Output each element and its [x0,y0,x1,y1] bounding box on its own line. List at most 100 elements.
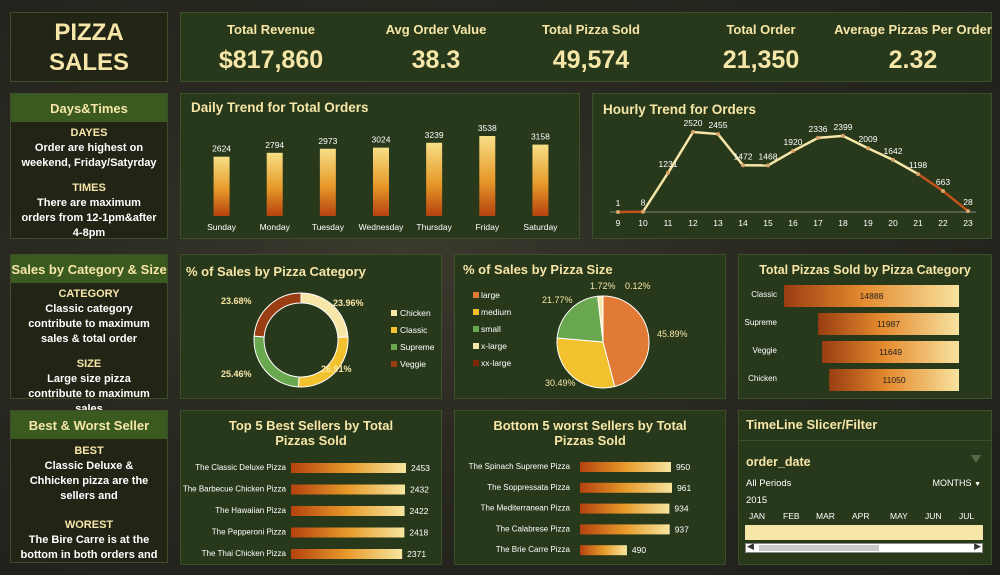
size-pie-title: % of Sales by Pizza Size [463,262,613,277]
legend-label: xx-large [481,358,512,368]
daily-bar [319,148,336,216]
scroll-left-icon[interactable]: ◀ [747,541,754,551]
category-heading: CATEGORY [58,288,120,300]
bottom5-bar [580,482,672,493]
slicer-month-jan[interactable]: JAN [749,511,766,521]
daily-x-tick: Friday [475,222,499,232]
hourly-x-tick: 10 [638,218,648,228]
slicer-month-apr[interactable]: APR [852,511,870,521]
legend-label: x-large [481,341,507,351]
legend-swatch [473,360,479,366]
hourly-point [816,135,820,140]
daily-x-tick: Wednesday [359,222,404,232]
bottom5-axis-label: The Brie Carre Pizza [496,545,571,554]
best-worst-panel: Best & Worst Seller BEST Classic Deluxe … [10,410,168,563]
daily-bar [479,136,496,216]
hourly-value-label: 1231 [659,159,678,169]
days-times-text: DAYES Order are highest on weekend, Frid… [11,126,167,241]
category-slice [253,335,300,388]
catqty-bar-label: 11987 [877,319,900,329]
top5-bar [291,549,403,559]
legend-label: medium [481,307,511,317]
title-panel: PIZZA SALES [10,12,168,82]
slicer-year: 2015 [746,495,768,506]
slicer-month-feb[interactable]: FEB [783,511,800,521]
hourly-point [791,149,795,154]
days-description: Order are highest on weekend, Friday/Sat… [21,142,157,169]
legend-swatch [391,327,397,333]
category-description: Classic category contribute to maximum s… [28,303,150,345]
hourly-value-label: 1472 [734,151,753,161]
title-line1: PIZZA [54,19,124,46]
catqty-bar-label: 11050 [883,375,906,385]
top5-bar-label: 2418 [409,528,428,538]
top5-axis-label: The Barbecue Chicken Pizza [183,485,287,494]
catqty-bar [829,369,959,391]
legend-label: large [481,290,500,300]
category-qty-chart: Classic 14888 Supreme 11987 Veggie 11649 Chick… [745,285,959,391]
best-worst-head: Best & Worst Seller [11,411,167,439]
daily-bar-label: 3158 [531,132,550,142]
daily-x-tick: Thursday [416,222,452,232]
slicer-selection-bar[interactable] [745,525,983,540]
category-donut-chart: 23.96% 26.91% 25.46% 23.68% Chicken Classic Su… [221,292,435,388]
top5-bar [291,484,406,495]
kpi-value: 38.3 [411,46,461,74]
hourly-point [641,209,645,214]
kpi-value: $817,860 [218,46,324,74]
hourly-point [766,163,770,168]
hourly-value-label: 1468 [759,151,778,161]
hourly-point [666,170,670,175]
slicer-month-jun[interactable]: JUN [925,511,942,521]
hourly-point [716,132,720,137]
hourly-line-segment [917,172,944,192]
hourly-value-label: 28 [963,197,973,207]
category-pie-panel: % of Sales by Pizza Category 23.96% 26.91… [180,254,442,399]
catqty-axis-label: Chicken [748,374,777,383]
slicer-month-mar[interactable]: MAR [816,511,835,521]
bottom5-bar-label: 950 [676,462,690,472]
slicer-month-may[interactable]: MAY [890,511,908,521]
bottom5-axis-label: The Soppressata Pizza [487,483,570,492]
bottom5-axis-label: The Mediterranean Pizza [481,504,571,513]
catqty-bar-label: 14888 [860,291,884,301]
hourly-line-segment [842,134,869,150]
legend-swatch [473,326,479,332]
scroll-thumb[interactable] [759,545,879,551]
size-slice [556,295,604,343]
legend-label: Veggie [400,359,426,369]
scroll-right-icon[interactable]: ▶ [974,541,981,551]
slicer-month-jul[interactable]: JUL [959,511,975,521]
legend-swatch [473,343,479,349]
hourly-x-tick: 19 [863,218,873,228]
top5-axis-label: The Classic Deluxe Pizza [195,463,286,472]
daily-bar [532,144,549,216]
bottom5-bar [580,462,671,472]
size-slice [556,337,616,389]
category-slice-label: 23.96% [333,298,364,308]
slicer-level-dropdown[interactable]: MONTHS ▼ [933,478,981,488]
chevron-down-icon: ▼ [974,481,981,488]
size-pie-chart: 45.89% 30.49% 21.77% 1.72% 0.12% large medium s… [473,281,688,389]
hourly-line-segment [666,131,695,174]
daily-x-tick: Tuesday [312,222,345,232]
daily-x-tick: Monday [260,222,291,232]
category-qty-panel: Total Pizzas Sold by Pizza Category Clas… [738,254,992,399]
top5-axis-label: The Hawaiian Pizza [215,506,286,515]
hourly-x-tick: 9 [616,218,621,228]
legend-swatch [391,344,397,350]
slicer-scrollbar[interactable]: ◀ ▶ [745,541,983,553]
clear-filter-icon[interactable] [971,455,981,463]
hourly-line-segment [717,133,744,167]
hourly-x-tick: 13 [713,218,723,228]
hourly-x-tick: 18 [838,218,848,228]
best-description: Classic Deluxe & Chhicken pizza are the … [29,460,149,502]
hourly-value-label: 663 [936,177,950,187]
bottom5-bar [580,545,627,556]
catqty-bar [784,285,959,307]
hourly-point [866,146,870,151]
category-slice-label: 23.68% [221,296,252,306]
daily-bar [373,147,389,216]
hourly-value-label: 1 [616,198,621,208]
bottom5-bar [580,503,670,514]
